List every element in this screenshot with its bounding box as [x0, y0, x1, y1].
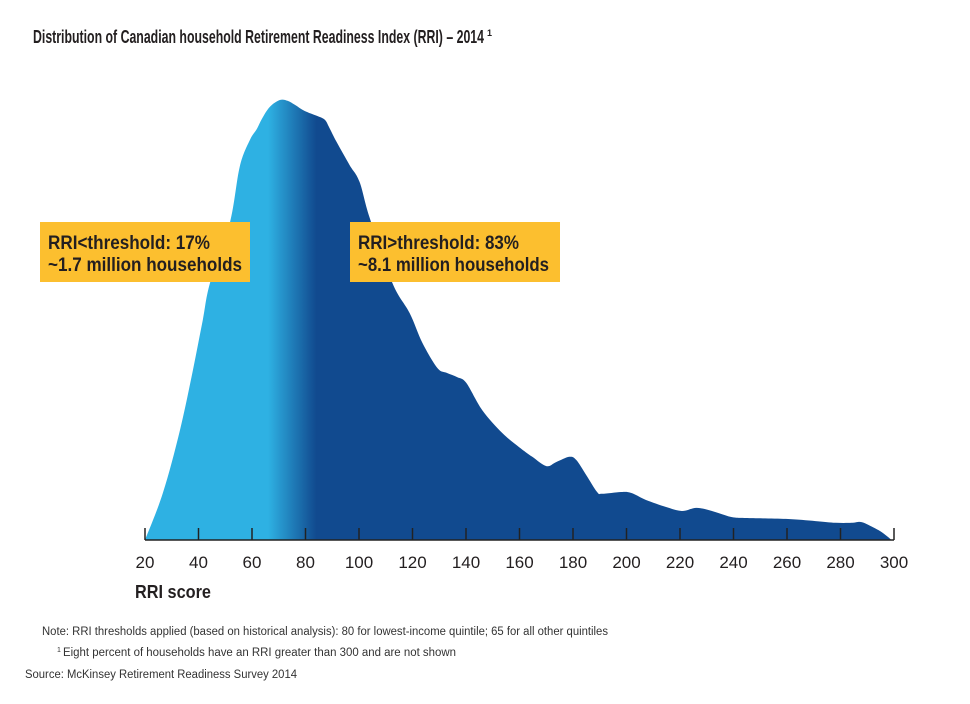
x-tick-label: 60 [243, 553, 262, 572]
distribution-area [145, 99, 892, 540]
annotation-box [350, 222, 560, 282]
annotation-above-threshold: RRI>threshold: 83% ~8.1 million househol… [350, 222, 560, 282]
footnote-text: Eight percent of households have an RRI … [63, 647, 456, 659]
x-tick-label: 240 [719, 553, 747, 572]
title-footnote-marker: 1 [487, 28, 492, 38]
x-tick-label: 260 [773, 553, 801, 572]
x-tick-label: 200 [612, 553, 640, 572]
x-axis-ticks [144, 528, 895, 540]
annotation-line-2: ~8.1 million households [358, 255, 549, 276]
x-tick-label: 160 [505, 553, 533, 572]
x-tick-label: 140 [452, 553, 480, 572]
annotation-line-1: RRI<threshold: 17% [48, 233, 210, 254]
note-text: Note: RRI thresholds applied (based on h… [42, 626, 608, 638]
x-tick-label: 300 [880, 553, 908, 572]
x-tick-label: 40 [189, 553, 208, 572]
x-axis-label: RRI score [135, 582, 211, 602]
annotation-box [40, 222, 250, 282]
x-tick-label: 80 [296, 553, 315, 572]
x-tick-label: 120 [398, 553, 426, 572]
x-tick-label: 20 [136, 553, 155, 572]
x-tick-label: 280 [826, 553, 854, 572]
x-tick-label: 100 [345, 553, 373, 572]
annotation-line-1: RRI>threshold: 83% [358, 233, 519, 254]
source-text: Source: McKinsey Retirement Readiness Su… [25, 669, 298, 681]
chart-title: Distribution of Canadian household Retir… [33, 27, 484, 47]
footnote-marker: 1 [57, 647, 61, 654]
x-tick-label: 220 [666, 553, 694, 572]
annotation-below-threshold: RRI<threshold: 17% ~1.7 million househol… [40, 222, 250, 282]
x-tick-label: 180 [559, 553, 587, 572]
x-axis-tick-labels: 20 40 60 80 100 120 140 160 180 200 220 240 260 280 30… [136, 553, 909, 572]
annotation-line-2: ~1.7 million households [48, 255, 242, 276]
